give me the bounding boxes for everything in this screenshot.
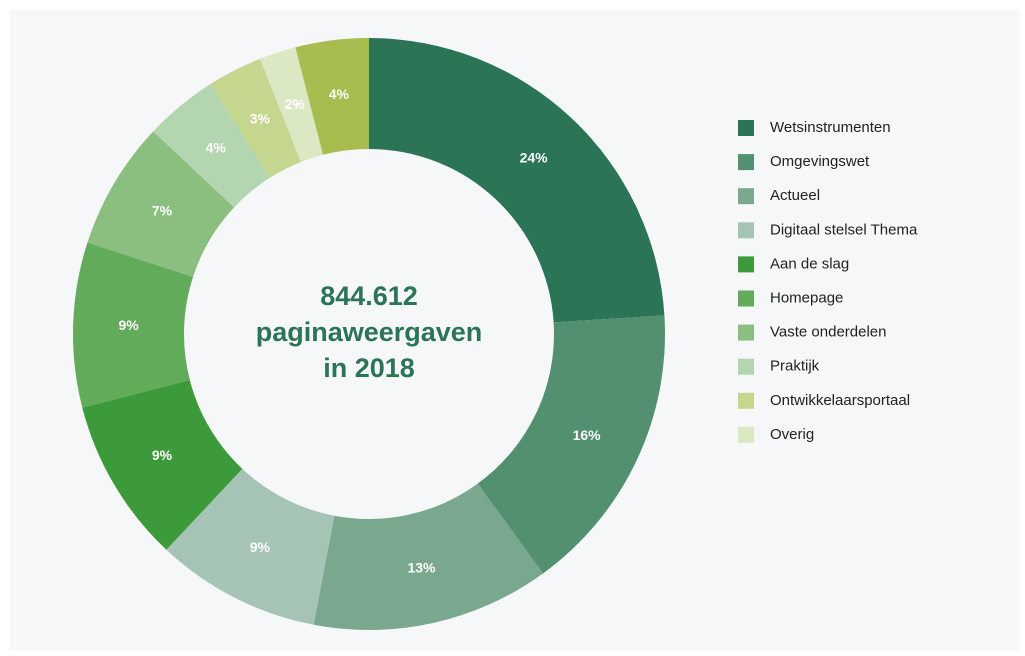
slice-label: 16% — [573, 427, 602, 443]
donut-slice — [210, 58, 301, 178]
legend-swatch — [738, 392, 754, 409]
legend-label: Actueel — [770, 187, 820, 204]
slice-label: 9% — [119, 317, 140, 333]
legend-swatch — [738, 154, 754, 171]
slice-label: 2% — [285, 96, 306, 112]
slice-label: 3% — [250, 110, 271, 126]
donut-slice — [369, 38, 665, 323]
donut-slice — [260, 47, 323, 162]
legend-label: Omgevingswet — [770, 153, 870, 170]
donut-slice — [295, 38, 369, 155]
slice-label: 9% — [250, 539, 271, 555]
legend-label: Wetsinstrumenten — [770, 119, 891, 136]
legend-swatch — [738, 290, 754, 307]
legend-label: Aan de slag — [770, 255, 849, 272]
legend-label: Ontwikkelaarsportaal — [770, 392, 910, 409]
center-line: 844.612 — [320, 281, 418, 311]
slice-label: 9% — [152, 447, 173, 463]
slice-label: 13% — [407, 559, 436, 575]
legend-swatch — [738, 358, 754, 375]
donut-slice — [82, 380, 243, 550]
legend-swatch — [738, 120, 754, 136]
legend-swatch — [738, 324, 754, 341]
donut-slice — [166, 468, 335, 625]
donut-slice — [153, 84, 270, 208]
center-text: 844.612 paginaweergaven in 2018 — [256, 281, 483, 383]
legend-swatch — [738, 222, 754, 239]
center-line: paginaweergaven — [256, 317, 483, 347]
legend-swatch — [738, 188, 754, 205]
legend-label: Vaste onderdelen — [770, 324, 886, 341]
donut-slice — [313, 483, 543, 630]
slice-label: 4% — [206, 139, 227, 155]
slice-label: 4% — [329, 86, 350, 102]
legend-label: Overig — [770, 426, 814, 443]
legend-label: Homepage — [770, 289, 843, 306]
legend-swatch — [738, 256, 754, 273]
donut-slice — [477, 315, 665, 574]
center-line: in 2018 — [323, 353, 415, 383]
donut-slice — [87, 131, 235, 277]
legend-swatch — [738, 426, 754, 443]
slice-label: 7% — [152, 202, 173, 218]
legend-label: Praktijk — [770, 358, 820, 375]
donut-slice — [73, 242, 194, 408]
legend-label: Digitaal stelsel Thema — [770, 221, 918, 238]
slice-label: 24% — [520, 149, 549, 165]
